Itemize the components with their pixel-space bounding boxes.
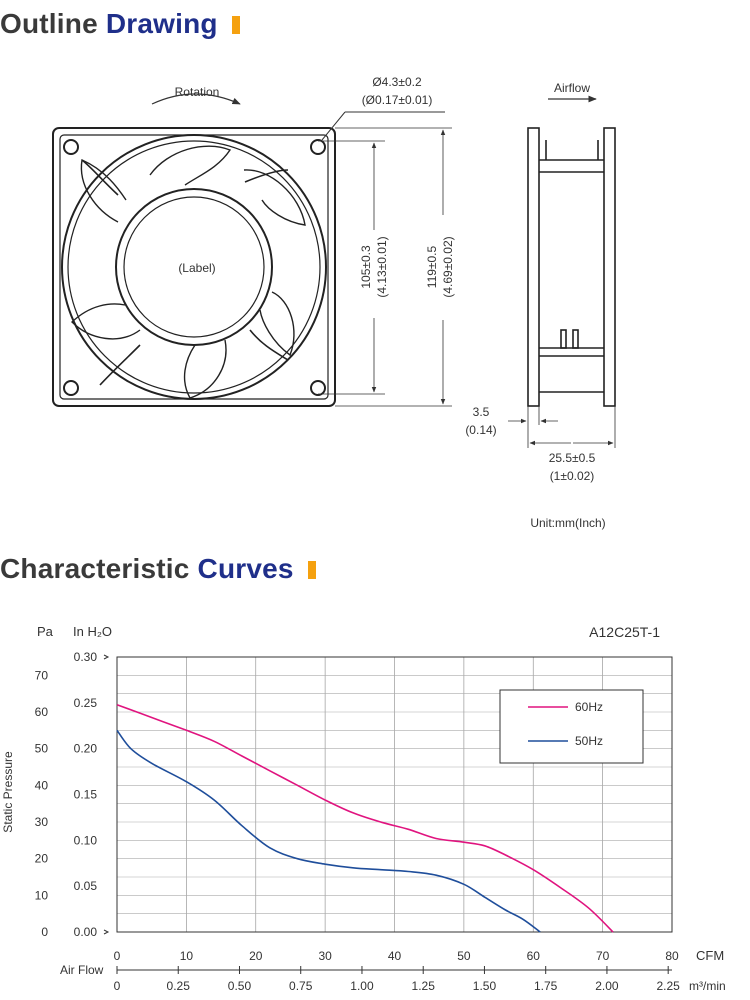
mounting-hole	[63, 380, 79, 396]
y-scale-bracket	[103, 654, 110, 660]
orange-marker-icon	[231, 16, 240, 34]
fan-spokes	[81, 159, 289, 386]
hole-dim-mm: Ø4.3±0.2	[372, 75, 422, 89]
series-line-60hz	[116, 703, 614, 933]
frame-size-mm: 119±0.5	[425, 245, 439, 288]
airflow-label: Airflow	[554, 81, 590, 95]
x-tick-label-m3: 2.25	[656, 979, 680, 993]
fan-frame	[52, 127, 336, 407]
y-tick-label-inh2o: 0.30	[74, 650, 98, 664]
chart-axes: 0 10 20 30 40 50 60 70 80 0 10 20 30 40 50 60 70 0.00 0.05…	[35, 650, 681, 993]
chart-series	[116, 703, 614, 933]
fan-venturi	[61, 134, 327, 400]
flange-dim-in: (0.14)	[465, 423, 496, 437]
y-unit-pa: Pa	[37, 624, 54, 639]
hub-label-text: (Label)	[178, 261, 215, 275]
hole-dim-in: (Ø0.17±0.01)	[362, 93, 433, 107]
chart-grid	[116, 657, 673, 932]
y-tick-label-pa: 50	[35, 742, 49, 756]
x-tick-label-m3: 0.75	[289, 979, 313, 993]
y-tick-label-pa: 0	[41, 925, 48, 939]
x-tick-label-m3: 1.50	[473, 979, 497, 993]
y-tick-label-inh2o: 0.15	[74, 788, 98, 802]
heading-word: Characteristic	[0, 553, 190, 584]
fan-front-view	[52, 127, 336, 407]
heading-word-accent: Drawing	[105, 8, 218, 39]
hole-diameter-callout	[321, 111, 445, 141]
x-tick-label-cfm: 20	[249, 949, 263, 963]
x-tick-label-cfm: 10	[180, 949, 194, 963]
y-tick-label-pa: 20	[35, 852, 49, 866]
x-tick-label-m3: 0.25	[167, 979, 191, 993]
x-tick-label-m3: 2.00	[595, 979, 619, 993]
y-tick-label-inh2o: 0.05	[74, 879, 98, 893]
flange-dim-mm: 3.5	[473, 405, 490, 419]
characteristic-curves-heading: Characteristic Curves	[0, 553, 316, 585]
dimension-lines	[318, 127, 452, 407]
y-tick-label-inh2o: 0.00	[74, 925, 98, 939]
y-tick-label-pa: 40	[35, 778, 49, 792]
x-tick-label-m3: 1.25	[412, 979, 436, 993]
legend-label-50hz: 50Hz	[575, 734, 603, 748]
y-tick-label-inh2o: 0.25	[74, 696, 98, 710]
legend-label-60hz: 60Hz	[575, 700, 603, 714]
x-axis-label: Air Flow	[60, 963, 104, 977]
mounting-hole	[63, 139, 79, 155]
y-tick-label-pa: 70	[35, 668, 49, 682]
x-tick-label-m3: 0.50	[228, 979, 252, 993]
x-tick-label-m3: 0	[114, 979, 121, 993]
heading-word-accent: Curves	[197, 553, 294, 584]
frame-size-in: (4.69±0.02)	[441, 236, 455, 297]
y-tick-label-pa: 60	[35, 705, 49, 719]
y-tick-label-inh2o: 0.10	[74, 833, 98, 847]
hole-pitch-mm: 105±0.3	[359, 245, 373, 289]
orange-marker-icon	[307, 561, 316, 579]
hole-pitch-in: (4.13±0.01)	[375, 236, 389, 297]
x-tick-label-cfm: 40	[388, 949, 402, 963]
fan-side-view	[527, 127, 616, 407]
y-tick-label-inh2o: 0.20	[74, 742, 98, 756]
x-unit-cfm: CFM	[696, 948, 724, 963]
x-tick-label-cfm: 80	[665, 949, 679, 963]
x-unit-m3: m³/min	[689, 979, 726, 993]
legend-box	[499, 689, 644, 764]
y-unit-inh2o: In H₂O	[73, 624, 112, 639]
mounting-hole	[310, 139, 326, 155]
y-tick-label-pa: 30	[35, 815, 49, 829]
series-line-50hz	[116, 729, 541, 933]
x-tick-label-m3: 1.00	[350, 979, 374, 993]
side-dimension-lines	[508, 406, 616, 448]
chart-title: A12C25T-1	[589, 624, 660, 640]
x-tick-label-cfm: 30	[318, 949, 332, 963]
mounting-hole	[310, 380, 326, 396]
x-tick-label-m3: 1.75	[534, 979, 558, 993]
outline-drawing-heading: Outline Drawing	[0, 8, 240, 40]
chart-legend: 60Hz 50Hz	[499, 689, 644, 764]
x-tick-label-cfm: 60	[527, 949, 541, 963]
y-scale-bracket	[103, 929, 110, 935]
rotation-label: Rotation	[175, 85, 220, 99]
depth-dim-in: (1±0.02)	[550, 469, 595, 483]
y-tick-label-pa: 10	[35, 888, 49, 902]
rotation-arrow-icon	[151, 93, 241, 105]
y-axis-label: Static Pressure	[1, 751, 15, 833]
outline-drawing: (Label) Rotation Ø4.3±0.2 (Ø0.17±0.01) 1…	[52, 75, 616, 530]
fan-hub	[115, 188, 273, 346]
plot-frame	[116, 656, 673, 933]
x-tick-label-cfm: 50	[457, 949, 471, 963]
unit-note: Unit:mm(Inch)	[530, 516, 605, 530]
heading-word: Outline	[0, 8, 98, 39]
x-tick-label-cfm: 70	[596, 949, 610, 963]
x-tick-label-cfm: 0	[114, 949, 121, 963]
depth-dim-mm: 25.5±0.5	[549, 451, 596, 465]
